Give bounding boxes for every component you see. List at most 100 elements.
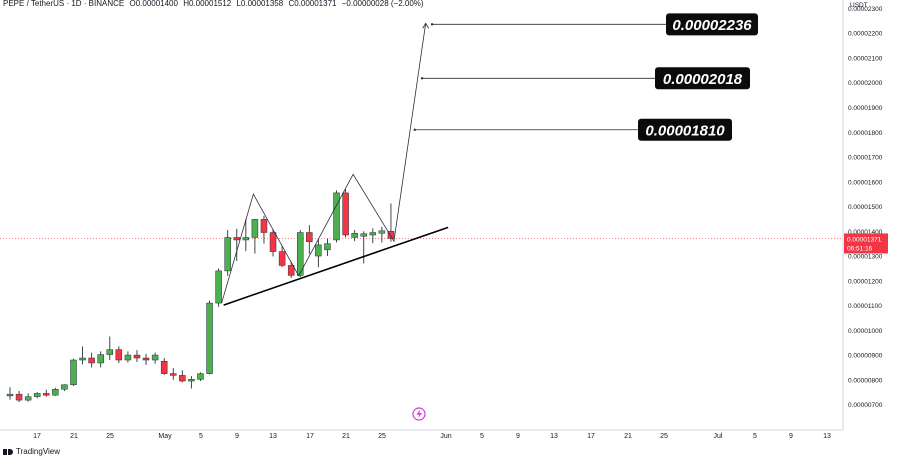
tradingview-icon [3, 448, 13, 455]
candle-up [224, 237, 231, 272]
last-price-value: 0.00001371 [847, 236, 882, 243]
price-tick-label: 0.00001700 [848, 155, 883, 162]
candle-up [124, 354, 132, 361]
low-value: L0.00001358 [236, 0, 284, 8]
candle-up [97, 354, 104, 364]
candle-down [233, 237, 240, 241]
candle-up [61, 384, 68, 390]
price-tick-label: 0.00001800 [848, 130, 883, 137]
candle-up [197, 373, 204, 380]
price-tick-label: 0.00001500 [848, 204, 883, 211]
candle-up [206, 302, 213, 374]
target-label: 0.00001810 [645, 122, 725, 139]
bar-countdown: 06:51:16 [847, 245, 873, 252]
time-tick-label: 25 [106, 433, 114, 440]
candle-down [88, 357, 95, 364]
time-tick-label: Jun [440, 433, 451, 440]
candle-up [70, 359, 77, 386]
target-anchor-dot [430, 23, 434, 26]
candle-up [378, 230, 386, 234]
brand-name: TradingView [16, 447, 61, 456]
candle-up [369, 232, 377, 236]
candle-up [296, 232, 304, 276]
candle-up [324, 243, 331, 251]
target-label-box [666, 13, 758, 36]
price-tick-label: 0.00000700 [848, 402, 883, 409]
lightning-bolt-icon [416, 409, 422, 419]
price-tick-label: 0.00002200 [848, 31, 883, 38]
time-tick-label: 9 [235, 433, 239, 440]
price-tick-label: 0.00000800 [848, 377, 883, 384]
candle-down [142, 357, 150, 361]
tradingview-logo[interactable]: TradingView [3, 447, 60, 456]
target-label-box [655, 67, 750, 90]
candle-down [43, 393, 50, 396]
time-tick-label: 21 [624, 433, 632, 440]
open-value: O0.00001400 [129, 0, 178, 8]
candle-up [188, 379, 195, 382]
last-price-badge [844, 233, 888, 254]
time-tick-label: 17 [587, 433, 595, 440]
candle-down [170, 373, 177, 376]
candle-up [251, 219, 259, 238]
symbol-header: PEPE / TetherUS · 1D · BINANCE O0.000014… [3, 0, 427, 8]
price-tick-label: 0.00000900 [848, 353, 883, 360]
symbol-label[interactable]: PEPE / TetherUS · 1D · BINANCE [3, 0, 125, 8]
time-tick-label: 25 [660, 433, 668, 440]
time-tick-label: 5 [753, 433, 757, 440]
time-tick-label: 13 [269, 433, 277, 440]
candle-down [278, 251, 286, 266]
price-tick-label: 0.00001200 [848, 278, 883, 285]
time-tick-label: 21 [70, 433, 78, 440]
projection-path [221, 23, 427, 304]
time-tick-label: 21 [342, 433, 350, 440]
price-tick-label: 0.00002100 [848, 55, 883, 62]
price-tick-label: 0.00001000 [848, 328, 883, 335]
price-tick-label: 0.00001100 [848, 303, 882, 310]
candle-up [151, 354, 159, 361]
change-value: −0.00000028 (−2.00%) [341, 0, 424, 8]
time-tick-label: 13 [550, 433, 558, 440]
candle-down [260, 219, 268, 233]
lightning-circle-icon[interactable] [412, 407, 426, 421]
price-axis-unit: USDT [850, 2, 868, 9]
candle-up [24, 396, 32, 401]
candle-down [160, 361, 168, 374]
time-tick-label: 9 [789, 433, 793, 440]
close-value: C0.00001371 [288, 0, 337, 8]
candle-up [360, 233, 367, 237]
candle-up [52, 388, 59, 396]
time-tick-label: 17 [33, 433, 41, 440]
time-tick-label: 25 [378, 433, 386, 440]
price-tick-label: 0.00002000 [848, 80, 883, 87]
target-label-box [638, 118, 732, 141]
high-value: H0.00001512 [183, 0, 232, 8]
target-label: 0.00002236 [672, 17, 752, 34]
candle-down [115, 349, 123, 361]
time-tick-label: 9 [516, 433, 520, 440]
candle-up [242, 237, 250, 241]
target-anchor-dot [413, 128, 417, 131]
candle-down [133, 354, 141, 359]
candle-down [15, 393, 23, 401]
candle-down [179, 375, 186, 382]
time-tick-label: Jul [714, 433, 723, 440]
candle-up [315, 244, 322, 257]
candle-up [333, 192, 340, 241]
candle-up [6, 393, 14, 397]
projection-arrowhead [422, 22, 430, 29]
target-label: 0.00002018 [663, 71, 743, 88]
candle-down [387, 231, 395, 239]
candle-down [342, 192, 349, 236]
time-tick-label: 5 [480, 433, 484, 440]
price-tick-label: 0.00002300 [848, 6, 883, 13]
candle-up [106, 349, 114, 355]
candle-up [351, 233, 358, 238]
candle-down [269, 232, 277, 252]
candle-up [33, 393, 41, 397]
candle-up [215, 270, 222, 304]
price-tick-label: 0.00001300 [848, 254, 883, 261]
time-tick-label: 5 [199, 433, 203, 440]
candle-down [306, 232, 313, 242]
